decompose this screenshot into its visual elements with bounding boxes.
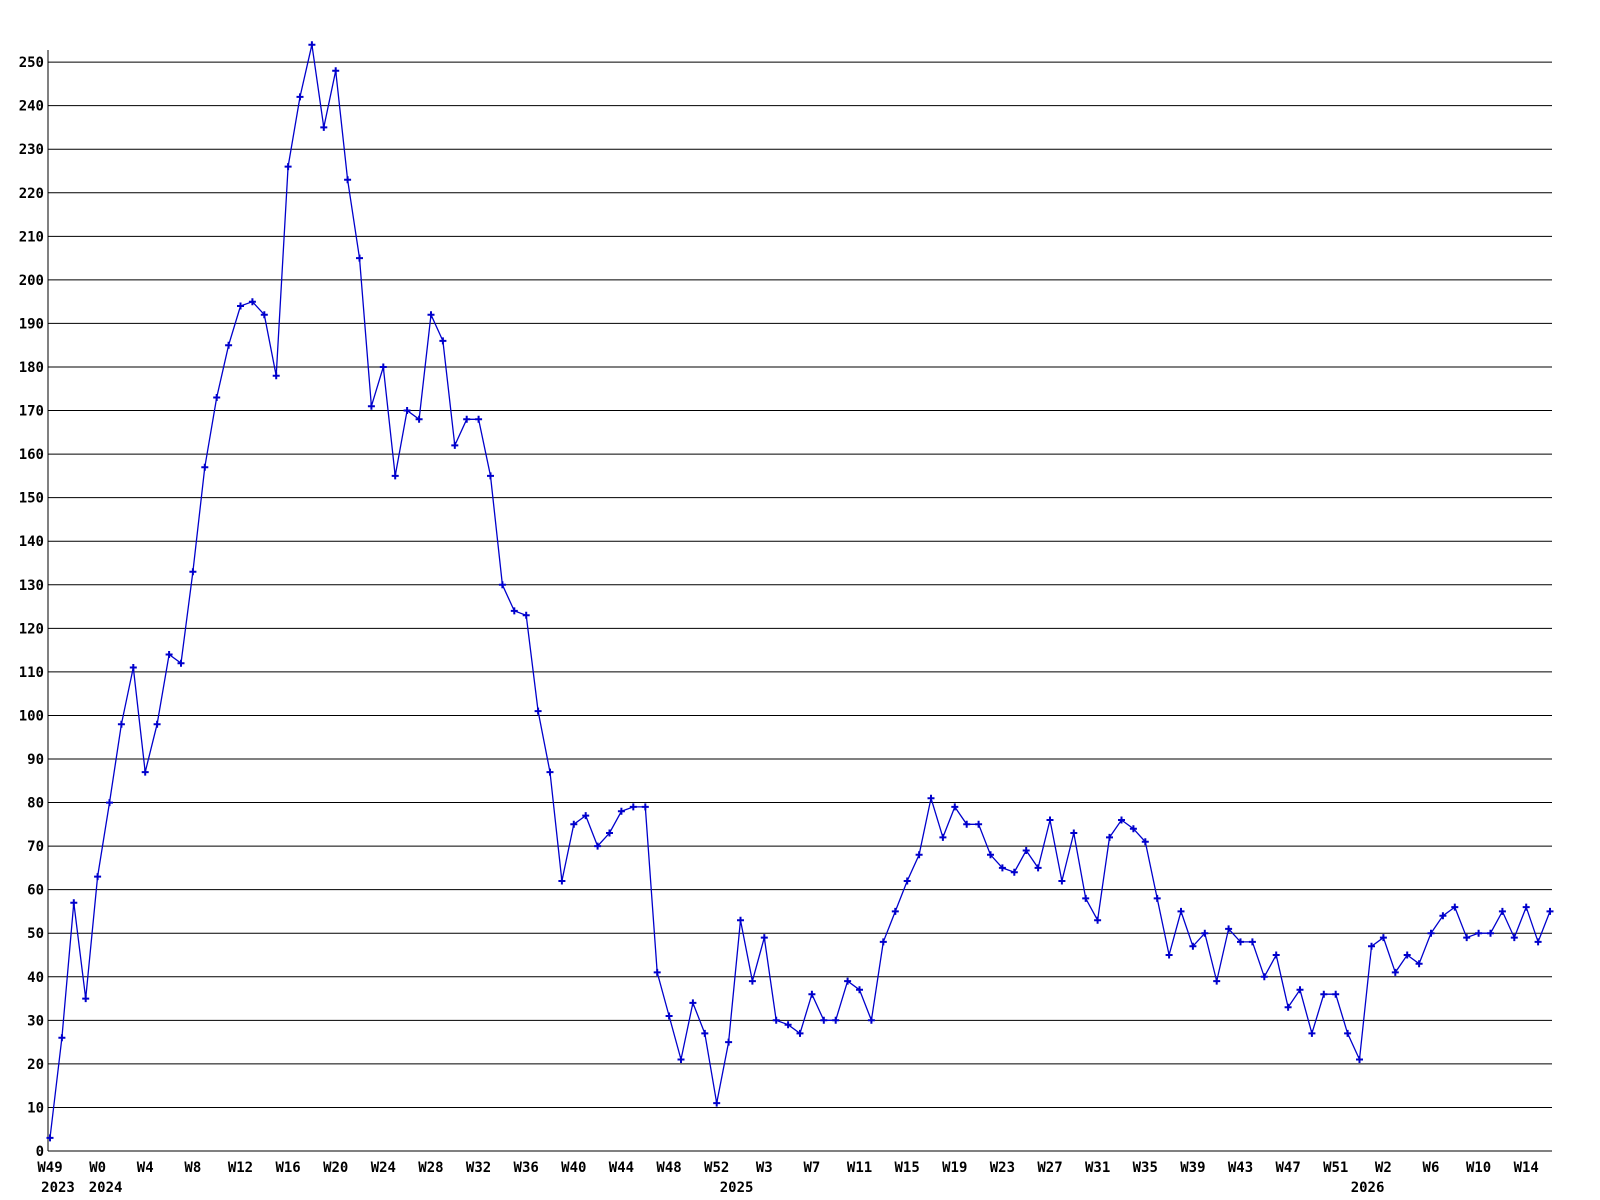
svg-text:80: 80 xyxy=(27,796,44,812)
svg-text:W52: W52 xyxy=(704,1160,729,1176)
svg-text:W23: W23 xyxy=(990,1160,1015,1176)
year-labels: 2023 2024 2025 2026 xyxy=(41,1180,1384,1196)
svg-text:W31: W31 xyxy=(1085,1160,1110,1176)
svg-text:W4: W4 xyxy=(137,1160,154,1176)
svg-text:W47: W47 xyxy=(1275,1160,1300,1176)
svg-text:10: 10 xyxy=(27,1100,44,1116)
svg-text:W43: W43 xyxy=(1228,1160,1253,1176)
svg-text:20: 20 xyxy=(27,1057,44,1073)
svg-text:W2: W2 xyxy=(1375,1160,1392,1176)
svg-text:W35: W35 xyxy=(1133,1160,1158,1176)
svg-text:W0: W0 xyxy=(89,1160,106,1176)
data-point-markers xyxy=(46,41,1554,1142)
svg-text:W16: W16 xyxy=(275,1160,300,1176)
svg-text:W14: W14 xyxy=(1514,1160,1539,1176)
svg-text:W10: W10 xyxy=(1466,1160,1491,1176)
svg-text:180: 180 xyxy=(19,360,44,376)
svg-text:W36: W36 xyxy=(514,1160,539,1176)
svg-text:230: 230 xyxy=(19,142,44,158)
svg-text:W15: W15 xyxy=(895,1160,920,1176)
data-point-plus-glyphs xyxy=(46,41,1554,1142)
svg-text:50: 50 xyxy=(27,926,44,942)
svg-text:W20: W20 xyxy=(323,1160,348,1176)
svg-text:W28: W28 xyxy=(418,1160,443,1176)
svg-text:130: 130 xyxy=(19,578,44,594)
svg-text:170: 170 xyxy=(19,404,44,420)
svg-text:190: 190 xyxy=(19,316,44,332)
svg-text:210: 210 xyxy=(19,229,44,245)
svg-text:140: 140 xyxy=(19,534,44,550)
gridlines xyxy=(48,61,1552,1152)
data-line xyxy=(49,44,1551,1138)
svg-text:250: 250 xyxy=(19,55,44,71)
svg-text:30: 30 xyxy=(27,1013,44,1029)
svg-text:W8: W8 xyxy=(184,1160,201,1176)
svg-text:W11: W11 xyxy=(847,1160,872,1176)
svg-text:120: 120 xyxy=(19,621,44,637)
svg-text:W51: W51 xyxy=(1323,1160,1348,1176)
svg-text:W12: W12 xyxy=(228,1160,253,1176)
svg-text:W39: W39 xyxy=(1180,1160,1205,1176)
svg-text:2024: 2024 xyxy=(89,1180,123,1196)
svg-text:W40: W40 xyxy=(561,1160,586,1176)
svg-text:2025: 2025 xyxy=(720,1180,754,1196)
svg-text:W32: W32 xyxy=(466,1160,491,1176)
svg-text:150: 150 xyxy=(19,491,44,507)
svg-text:60: 60 xyxy=(27,883,44,899)
y-axis-labels: 0 10 20 30 40 50 60 70 80 90 100 110 120 130 140 150 160… xyxy=(19,55,44,1160)
svg-text:160: 160 xyxy=(19,447,44,463)
svg-text:2026: 2026 xyxy=(1351,1180,1385,1196)
svg-text:70: 70 xyxy=(27,839,44,855)
svg-text:2023: 2023 xyxy=(41,1180,75,1196)
x-axis-labels: W49 W0 W4 W8 W12 W16 W20 W24 W28 W32 W36 W40 W44 W48 W… xyxy=(37,1160,1539,1176)
svg-text:90: 90 xyxy=(27,752,44,768)
svg-text:W7: W7 xyxy=(803,1160,820,1176)
svg-text:W49: W49 xyxy=(37,1160,62,1176)
svg-text:200: 200 xyxy=(19,273,44,289)
svg-text:W3: W3 xyxy=(756,1160,773,1176)
svg-text:W27: W27 xyxy=(1037,1160,1062,1176)
svg-text:W6: W6 xyxy=(1423,1160,1440,1176)
svg-text:40: 40 xyxy=(27,970,44,986)
svg-text:240: 240 xyxy=(19,99,44,115)
svg-text:110: 110 xyxy=(19,665,44,681)
svg-text:0: 0 xyxy=(36,1144,44,1160)
svg-text:W19: W19 xyxy=(942,1160,967,1176)
svg-text:W48: W48 xyxy=(656,1160,681,1176)
svg-text:W44: W44 xyxy=(609,1160,634,1176)
svg-text:100: 100 xyxy=(19,708,44,724)
svg-text:220: 220 xyxy=(19,186,44,202)
svg-text:W24: W24 xyxy=(371,1160,396,1176)
